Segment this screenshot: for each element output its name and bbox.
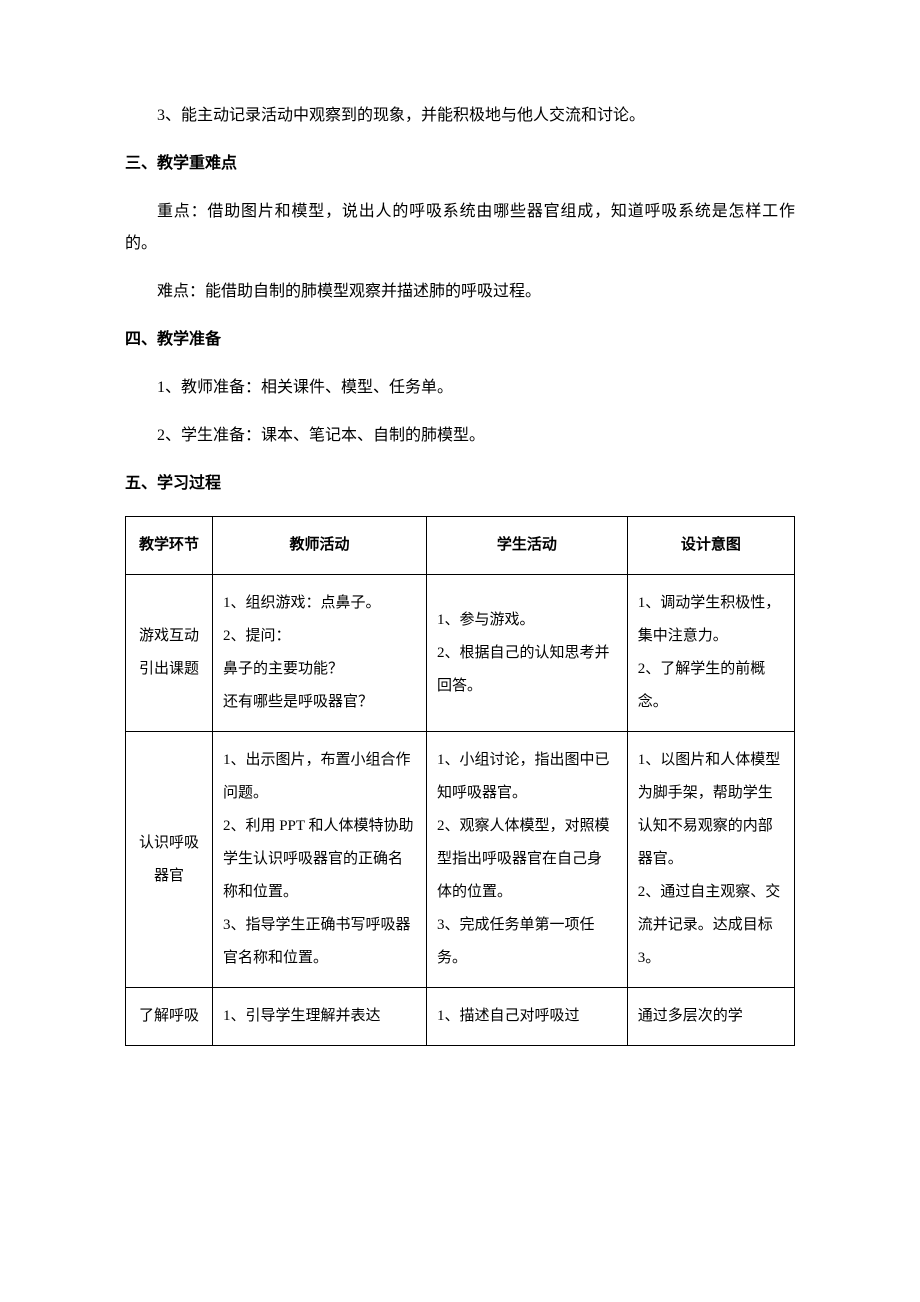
cell-stage: 认识呼吸器官	[126, 732, 213, 988]
paragraph-key-point: 重点：借助图片和模型，说出人的呼吸系统由哪些器官组成，知道呼吸系统是怎样工作的。	[125, 196, 795, 260]
learning-process-table: 教学环节 教师活动 学生活动 设计意图 游戏互动引出课题 1、组织游戏：点鼻子。…	[125, 516, 795, 1046]
paragraph-observation: 3、能主动记录活动中观察到的现象，并能积极地与他人交流和讨论。	[125, 100, 795, 132]
header-stage: 教学环节	[126, 517, 213, 575]
paragraph-difficult-point: 难点：能借助自制的肺模型观察并描述肺的呼吸过程。	[125, 276, 795, 308]
cell-stage: 了解呼吸	[126, 988, 213, 1046]
cell-student: 1、描述自己对呼吸过	[427, 988, 628, 1046]
cell-intent: 通过多层次的学	[627, 988, 794, 1046]
table-row: 游戏互动引出课题 1、组织游戏：点鼻子。2、提问：鼻子的主要功能？还有哪些是呼吸…	[126, 575, 795, 732]
cell-intent: 1、以图片和人体模型为脚手架，帮助学生认知不易观察的内部器官。2、通过自主观察、…	[627, 732, 794, 988]
cell-teacher: 1、引导学生理解并表达	[212, 988, 426, 1046]
table-row: 了解呼吸 1、引导学生理解并表达 1、描述自己对呼吸过 通过多层次的学	[126, 988, 795, 1046]
header-student: 学生活动	[427, 517, 628, 575]
heading-preparation: 四、教学准备	[125, 324, 795, 356]
cell-teacher: 1、组织游戏：点鼻子。2、提问：鼻子的主要功能？还有哪些是呼吸器官？	[212, 575, 426, 732]
cell-stage: 游戏互动引出课题	[126, 575, 213, 732]
heading-learning-process: 五、学习过程	[125, 468, 795, 500]
header-teacher: 教师活动	[212, 517, 426, 575]
table-header-row: 教学环节 教师活动 学生活动 设计意图	[126, 517, 795, 575]
table-row: 认识呼吸器官 1、出示图片，布置小组合作问题。2、利用 PPT 和人体模特协助学…	[126, 732, 795, 988]
paragraph-teacher-prep: 1、教师准备：相关课件、模型、任务单。	[125, 372, 795, 404]
cell-student: 1、参与游戏。2、根据自己的认知思考并回答。	[427, 575, 628, 732]
header-intent: 设计意图	[627, 517, 794, 575]
table-body: 游戏互动引出课题 1、组织游戏：点鼻子。2、提问：鼻子的主要功能？还有哪些是呼吸…	[126, 575, 795, 1046]
cell-student: 1、小组讨论，指出图中已知呼吸器官。2、观察人体模型，对照模型指出呼吸器官在自己…	[427, 732, 628, 988]
heading-key-difficult-points: 三、教学重难点	[125, 148, 795, 180]
cell-intent: 1、调动学生积极性，集中注意力。2、了解学生的前概念。	[627, 575, 794, 732]
cell-teacher: 1、出示图片，布置小组合作问题。2、利用 PPT 和人体模特协助学生认识呼吸器官…	[212, 732, 426, 988]
paragraph-student-prep: 2、学生准备：课本、笔记本、自制的肺模型。	[125, 420, 795, 452]
